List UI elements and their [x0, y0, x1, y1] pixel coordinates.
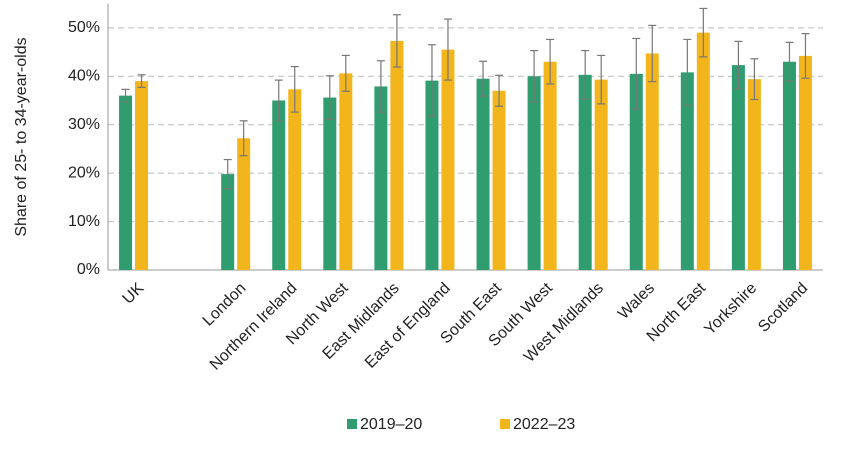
x-tick-label: Scotland — [755, 280, 811, 336]
bar — [578, 74, 592, 270]
y-tick-label: 40% — [68, 67, 100, 84]
legend-swatch — [500, 419, 510, 429]
legend-label: 2019–20 — [360, 416, 422, 433]
bar — [272, 100, 286, 271]
bar — [594, 79, 608, 271]
x-tick-label: Northern Ireland — [207, 280, 301, 374]
bar — [492, 90, 506, 270]
x-tick-label: UK — [120, 280, 148, 308]
legend-label: 2022–23 — [513, 416, 575, 433]
bar — [645, 53, 659, 270]
x-tick-label: London — [200, 280, 250, 330]
bar — [798, 55, 812, 271]
bar — [629, 73, 643, 270]
y-tick-label: 50% — [68, 19, 100, 36]
bar — [476, 78, 490, 270]
bar — [441, 49, 455, 270]
bar — [288, 89, 302, 270]
bar — [425, 80, 439, 270]
bar — [543, 61, 557, 271]
bar — [135, 81, 149, 271]
bar — [731, 65, 745, 270]
y-tick-label: 0% — [77, 261, 100, 278]
y-tick-label: 30% — [68, 116, 100, 133]
bar — [237, 138, 251, 270]
y-axis-label: Share of 25- to 34-year-olds — [13, 37, 30, 236]
bar — [696, 32, 710, 270]
bar — [323, 97, 337, 270]
y-tick-label: 20% — [68, 164, 100, 181]
bar — [527, 76, 541, 270]
bar — [680, 72, 694, 270]
x-tick-label: Wales — [615, 280, 658, 323]
bar — [374, 86, 388, 271]
bar — [782, 61, 796, 271]
legend-swatch — [347, 419, 357, 429]
bar — [119, 95, 133, 270]
bar — [339, 73, 353, 271]
x-tick-label: Yorkshire — [701, 280, 760, 339]
y-tick-label: 10% — [68, 213, 100, 230]
bar — [221, 174, 235, 270]
bar — [390, 40, 404, 271]
bar — [747, 79, 761, 270]
